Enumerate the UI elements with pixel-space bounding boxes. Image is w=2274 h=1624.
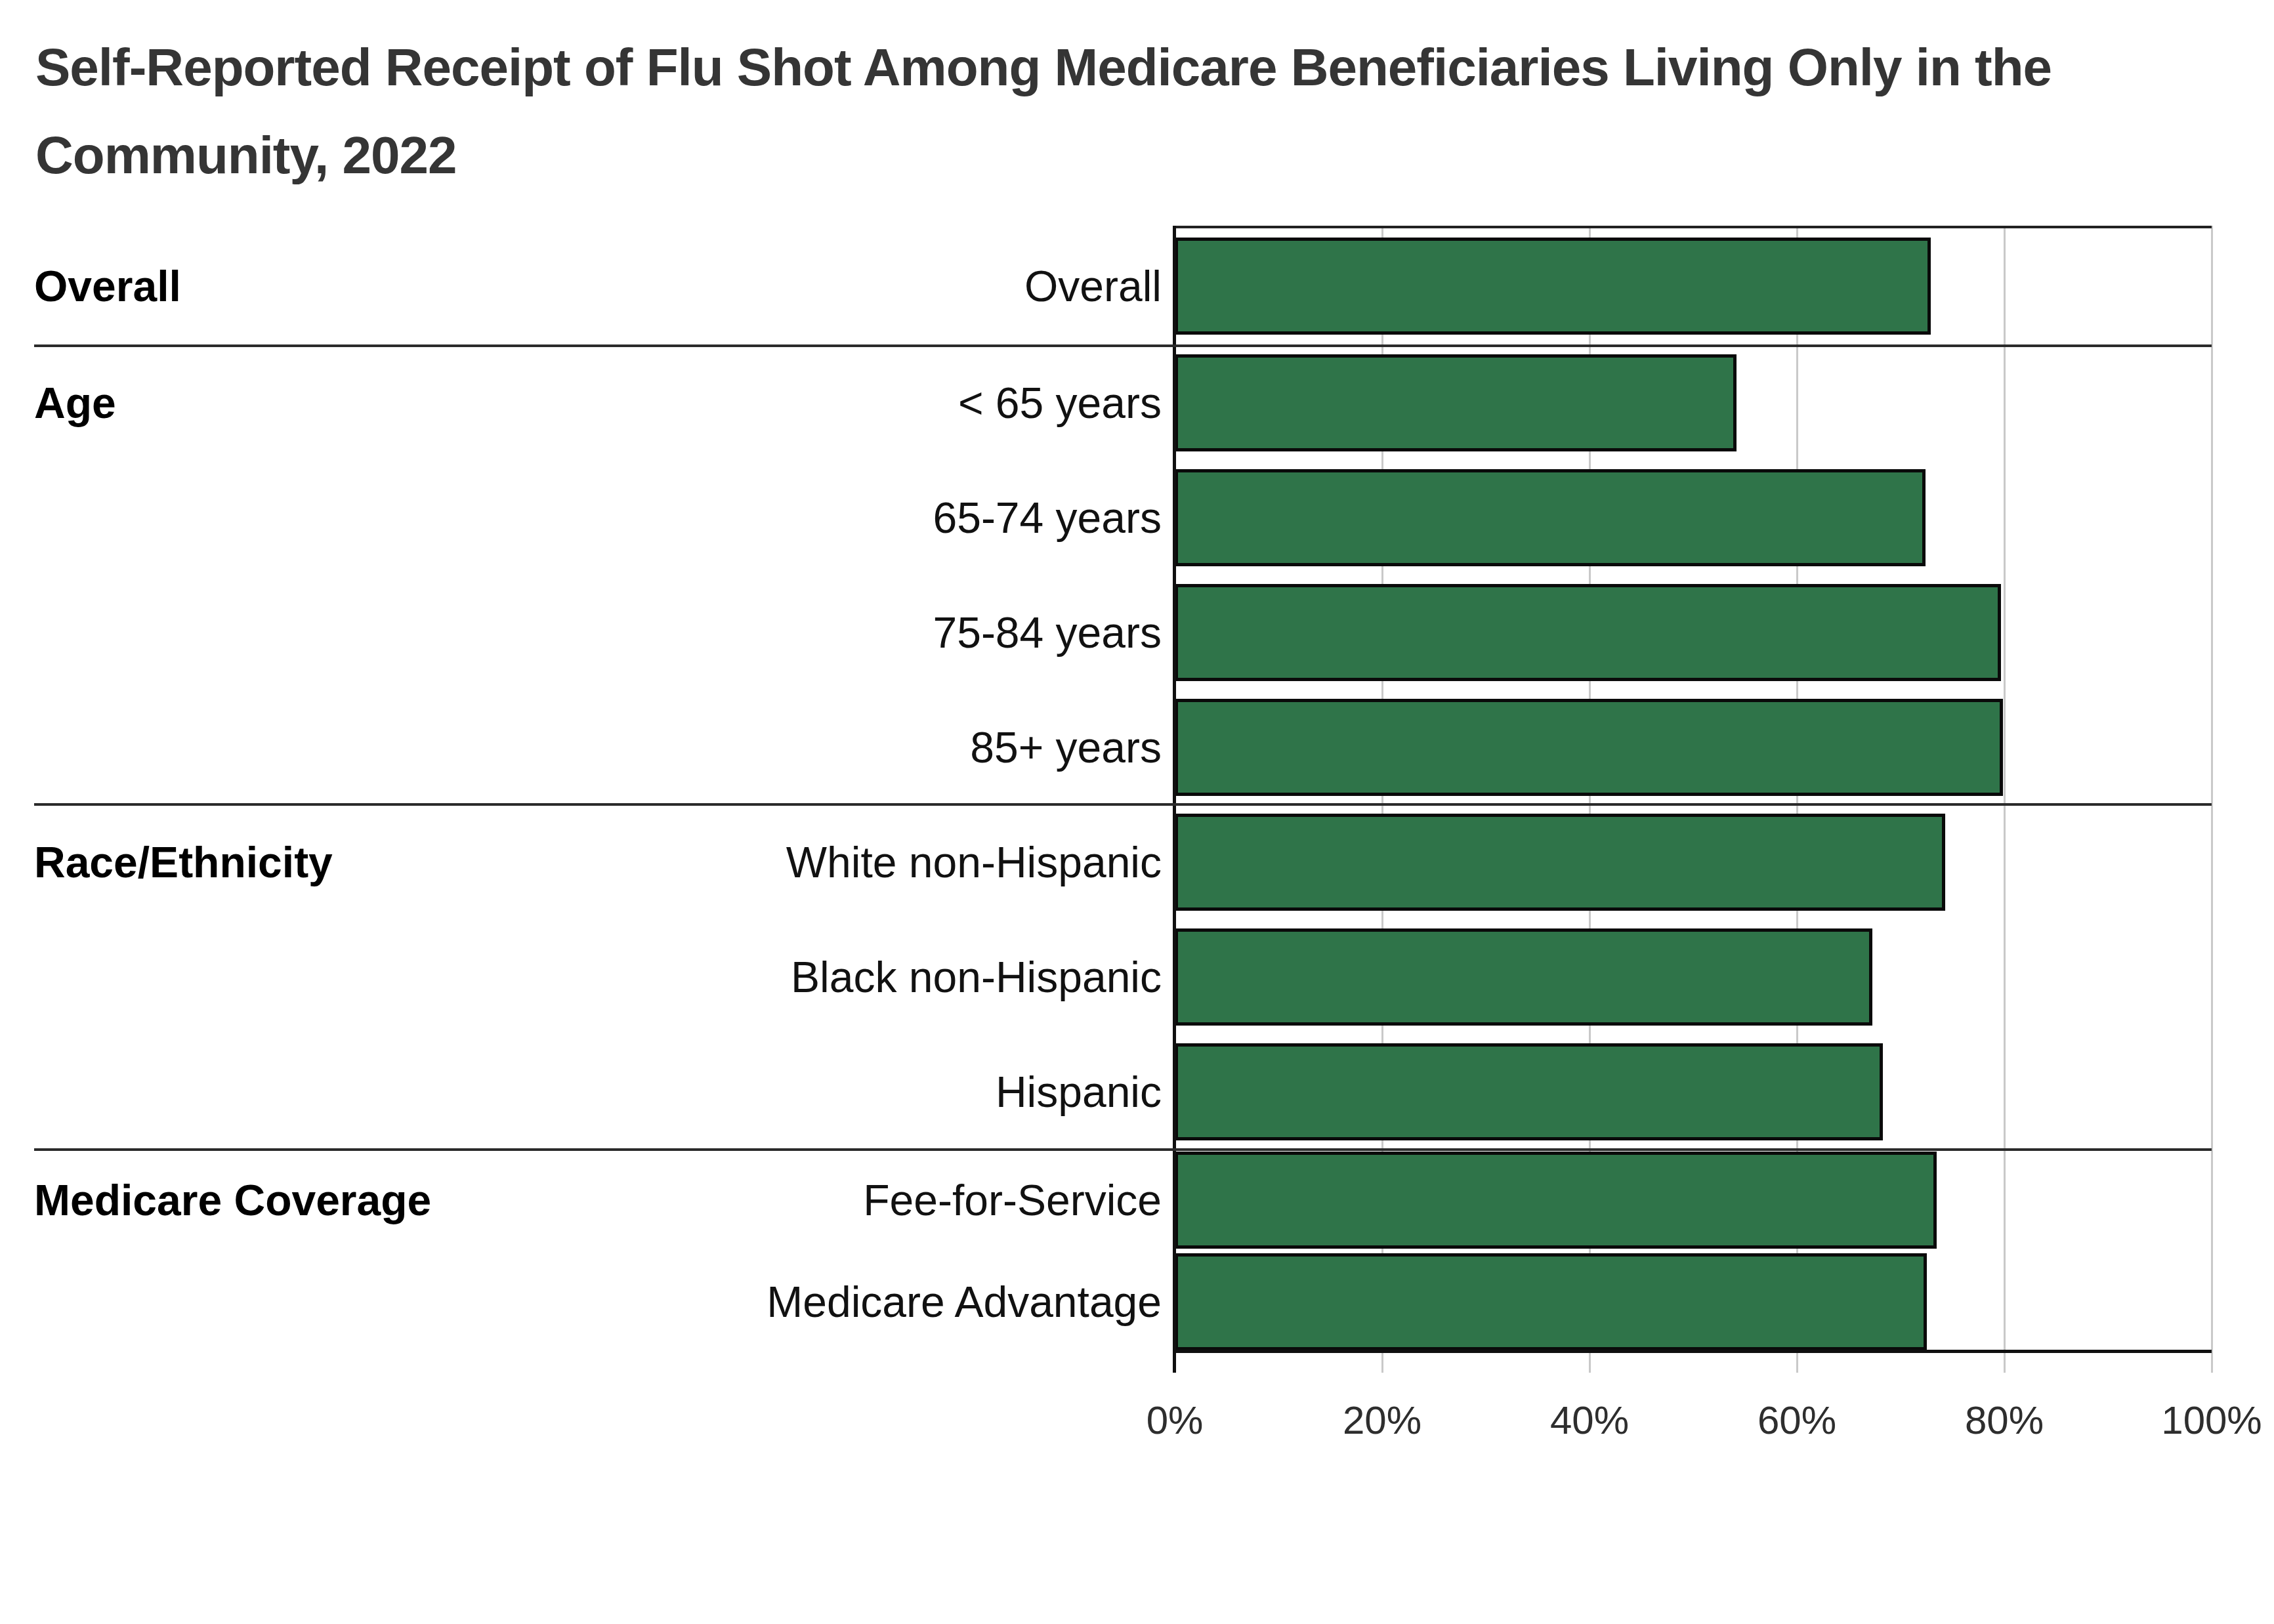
bar-label: Overall xyxy=(34,261,1175,311)
chart-row: Hispanic xyxy=(34,1035,2212,1150)
x-tick-label-100%: 100% xyxy=(2161,1398,2262,1443)
bar-track xyxy=(1175,1150,2212,1251)
chart-section-1: Age< 65 years 65-74 years 75-84 years 85+ y… xyxy=(34,346,2212,804)
chart-row: Medicare Advantage xyxy=(34,1251,2212,1353)
chart-row: Overall xyxy=(34,226,2212,346)
bar-overall xyxy=(1175,238,1931,335)
x-axis-baseline xyxy=(1175,1350,2212,1353)
chart-row: 65-74 years xyxy=(34,461,2212,575)
x-tick-label-40%: 40% xyxy=(1550,1398,1629,1443)
bar-fee-for-service xyxy=(1175,1152,1937,1249)
bar-track xyxy=(1175,919,2212,1034)
chart-row: 85+ years xyxy=(34,690,2212,804)
bar-label: 75-84 years xyxy=(34,608,1175,657)
bar-track xyxy=(1175,1251,2212,1353)
chart-row: 75-84 years xyxy=(34,575,2212,690)
x-tick-label-60%: 60% xyxy=(1758,1398,1836,1443)
bar-label: 85+ years xyxy=(34,722,1175,772)
chart-row: Black non-Hispanic xyxy=(34,919,2212,1034)
chart-title-line-1: Self-Reported Receipt of Flu Shot Among … xyxy=(35,24,2052,112)
bar-track xyxy=(1175,461,2212,575)
bar--65-years xyxy=(1175,354,1737,451)
plot-top-border xyxy=(1175,226,2212,228)
section-label: Medicare Coverage xyxy=(34,1150,431,1251)
bar-track xyxy=(1175,690,2212,804)
chart-row: < 65 years xyxy=(34,346,2212,461)
bar-medicare-advantage xyxy=(1175,1253,1927,1350)
y-axis-line xyxy=(1173,226,1176,1373)
page: Self-Reported Receipt of Flu Shot Among … xyxy=(0,0,2274,1624)
section-label: Race/Ethnicity xyxy=(34,804,333,919)
bar-65-74-years xyxy=(1175,469,1926,566)
bar-track xyxy=(1175,1035,2212,1150)
section-separator xyxy=(34,803,2212,806)
chart-section-2: Race/EthnicityWhite non-Hispanic Black no… xyxy=(34,804,2212,1150)
bar-75-84-years xyxy=(1175,584,2001,681)
section-separator xyxy=(34,1148,2212,1151)
bar-label: 65-74 years xyxy=(34,493,1175,543)
bar-black-non-hispanic xyxy=(1175,928,1872,1026)
chart-sections: OverallOverallAge< 65 years65-74 years75… xyxy=(34,226,2212,1353)
bar-label: < 65 years xyxy=(34,378,1175,428)
bar-chart: OverallOverallAge< 65 years65-74 years75… xyxy=(34,226,2212,1353)
x-tick-label-20%: 20% xyxy=(1343,1398,1421,1443)
bar-85-years xyxy=(1175,699,2003,796)
chart-section-0: OverallOverall xyxy=(34,226,2212,346)
x-tick-label-0%: 0% xyxy=(1147,1398,1204,1443)
bar-label: Hispanic xyxy=(34,1067,1175,1117)
bar-white-non-hispanic xyxy=(1175,814,1945,911)
x-tick-label-80%: 80% xyxy=(1965,1398,2044,1443)
section-separator xyxy=(34,344,2212,347)
chart-title-line-2: Community, 2022 xyxy=(35,112,2052,199)
bar-hispanic xyxy=(1175,1043,1883,1140)
chart-title: Self-Reported Receipt of Flu Shot Among … xyxy=(35,24,2052,199)
bar-label: Medicare Advantage xyxy=(34,1277,1175,1327)
chart-section-3: Medicare CoverageFee-for-ServiceMedicare… xyxy=(34,1150,2212,1353)
chart-row: White non-Hispanic xyxy=(34,804,2212,919)
bar-label: Black non-Hispanic xyxy=(34,952,1175,1002)
bar-track xyxy=(1175,575,2212,690)
bar-track xyxy=(1175,804,2212,919)
section-label: Overall xyxy=(34,226,181,346)
bar-track xyxy=(1175,346,2212,461)
bar-track xyxy=(1175,226,2212,346)
section-label: Age xyxy=(34,346,116,461)
